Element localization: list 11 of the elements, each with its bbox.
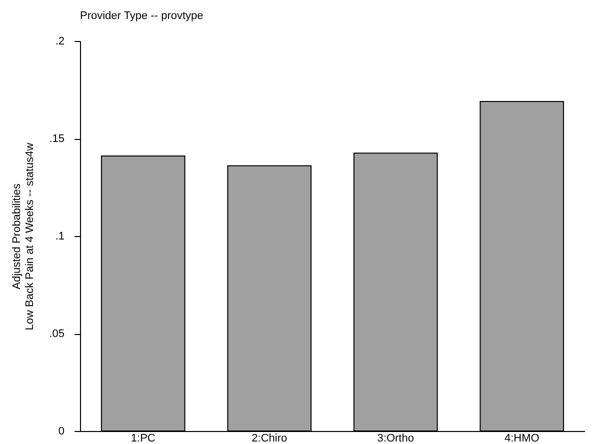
x-tick-label: 1:PC <box>130 432 156 444</box>
y-tick-label: .2 <box>55 36 64 48</box>
x-tick-label: 2:Chiro <box>252 432 288 444</box>
chart-title: Provider Type -- provtype <box>80 10 204 22</box>
y-tick-label: .05 <box>49 328 64 340</box>
y-tick-label: .1 <box>55 230 64 242</box>
y-axis-title: Adjusted Probabilities Low Back Pain at 4 Weeks -- status4w <box>11 142 36 330</box>
y-tick-label: 0 <box>58 426 64 438</box>
x-tick-label: 4:HMO <box>504 432 540 444</box>
y-tick-label: .15 <box>49 133 64 145</box>
x-tick-label: 3:Ortho <box>377 432 414 444</box>
